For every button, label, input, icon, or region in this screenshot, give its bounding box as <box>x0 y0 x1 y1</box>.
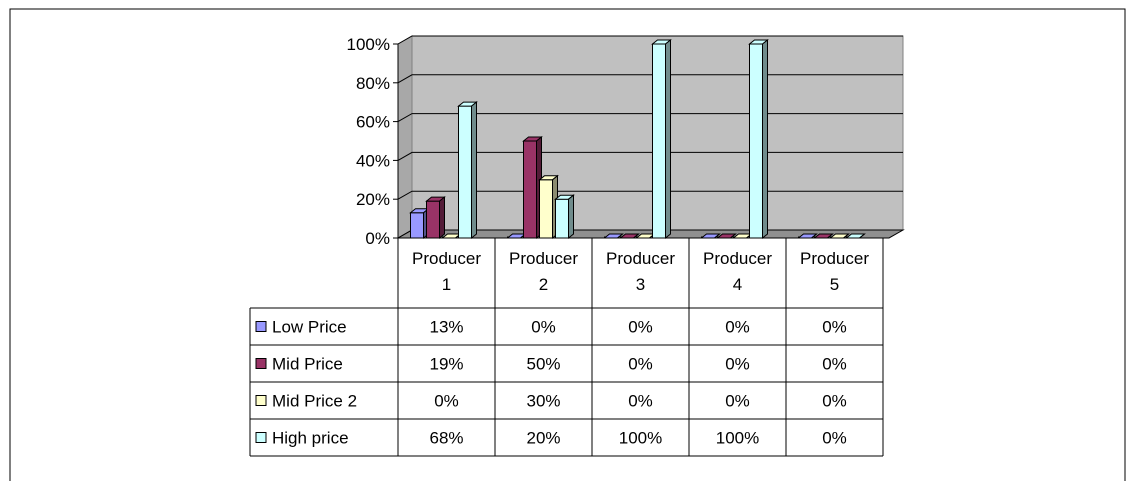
category-label: Producer <box>800 249 869 268</box>
data-label: 0% <box>725 318 750 337</box>
y-tick-label: 100% <box>347 35 390 54</box>
legend-key-mid-price-2 <box>255 395 267 406</box>
bar-low-price-1 <box>410 212 424 239</box>
bar-high-price-5-side <box>859 233 865 239</box>
legend-key-low-price <box>255 321 267 332</box>
bar-mid-price-1 <box>426 200 440 239</box>
legend-key-mid-price <box>255 358 267 369</box>
data-label: 50% <box>526 355 560 374</box>
bar-high-price-2 <box>555 198 569 239</box>
category-label: Producer <box>412 249 481 268</box>
y-tick-label: 40% <box>356 151 390 170</box>
data-label: 0% <box>822 355 847 374</box>
gridline <box>397 113 903 123</box>
bar-mid-price-5-side <box>827 233 833 239</box>
data-label: 0% <box>628 318 653 337</box>
y-tick-label: 60% <box>356 113 390 132</box>
gridline <box>397 74 903 84</box>
bar-high-price-4 <box>749 43 763 239</box>
data-label: 100% <box>716 429 759 448</box>
bar-low-price-5-side <box>811 233 817 239</box>
side-wall <box>397 35 413 239</box>
category-label: 4 <box>733 275 742 294</box>
legend-key-high-price <box>255 432 267 443</box>
bar-mid-price-4-side <box>730 233 736 239</box>
data-label: 20% <box>526 429 560 448</box>
bar-mid-price-3-side <box>633 233 639 239</box>
data-label: 0% <box>822 318 847 337</box>
data-label: 19% <box>429 355 463 374</box>
bar-high-price-4-side <box>762 38 768 240</box>
data-label: 13% <box>429 318 463 337</box>
gridline <box>397 35 903 45</box>
bar-mid-price-1-side <box>439 196 445 240</box>
legend-label: Mid Price 2 <box>272 392 357 411</box>
bar-high-price-3-side <box>665 38 671 240</box>
legend-label: High price <box>272 429 349 448</box>
bar-high-price-1 <box>458 105 472 239</box>
data-label: 30% <box>526 392 560 411</box>
data-label: 0% <box>628 355 653 374</box>
bar-mid-price-2 <box>523 140 537 239</box>
category-label: Producer <box>703 249 772 268</box>
bar-mid-price-2-5-side <box>843 233 849 239</box>
category-label: 2 <box>539 275 548 294</box>
category-label: 1 <box>442 275 451 294</box>
category-label: 5 <box>830 275 839 294</box>
category-label: Producer <box>606 249 675 268</box>
data-label: 100% <box>619 429 662 448</box>
data-label: 0% <box>725 392 750 411</box>
data-label: 0% <box>822 392 847 411</box>
bar-high-price-3 <box>652 43 666 239</box>
y-tick-label: 20% <box>356 190 390 209</box>
category-label: 3 <box>636 275 645 294</box>
category-label: Producer <box>509 249 578 268</box>
bar-mid-price-2-2 <box>539 179 553 239</box>
chart-area-border <box>9 8 1126 481</box>
data-label: 0% <box>725 355 750 374</box>
bar-high-price-1-side <box>471 101 477 240</box>
gridline <box>397 151 903 161</box>
legend-label: Mid Price <box>272 355 343 374</box>
data-label: 0% <box>628 392 653 411</box>
bar-low-price-3-side <box>617 233 623 239</box>
legend-label: Low Price <box>272 318 347 337</box>
y-tick-label: 0% <box>365 229 390 248</box>
data-label: 0% <box>822 429 847 448</box>
data-label: 0% <box>531 318 556 337</box>
y-tick-label: 80% <box>356 74 390 93</box>
data-label: 68% <box>429 429 463 448</box>
data-label: 0% <box>434 392 459 411</box>
bar-low-price-4-side <box>714 233 720 239</box>
bar-high-price-2-side <box>568 194 574 240</box>
gridline <box>397 190 903 200</box>
